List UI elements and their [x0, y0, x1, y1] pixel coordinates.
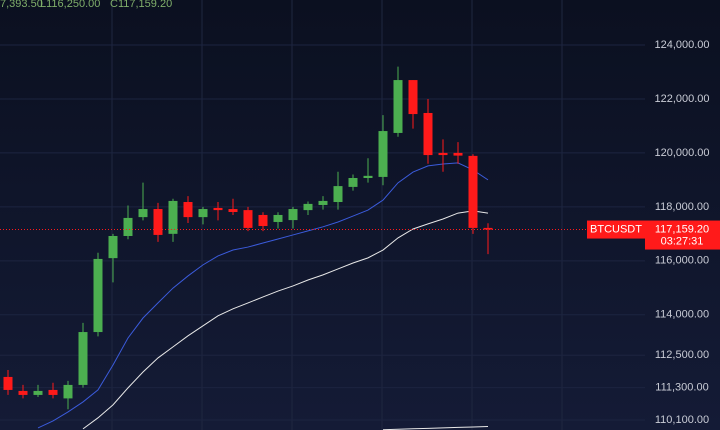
candle-body [33, 390, 43, 395]
y-tick-label: 124,000.00 [654, 39, 709, 51]
candle-body [393, 80, 403, 133]
candle-body [213, 207, 223, 211]
candle-body [303, 203, 313, 211]
y-tick-label: 120,000.00 [654, 147, 709, 159]
candle-body [48, 389, 58, 395]
y-tick-label: 116,000.00 [655, 255, 709, 267]
candle-body [438, 152, 448, 156]
candle-body [78, 332, 88, 385]
candle-body [153, 209, 163, 235]
candle-body [348, 177, 358, 187]
y-tick-label: 122,000.00 [654, 93, 709, 105]
header-open: 7,393.50 [0, 0, 43, 10]
candle-body [198, 209, 208, 218]
candle-body [138, 209, 148, 218]
header-low: L116,250.00 [40, 0, 100, 10]
candle-body [183, 202, 193, 218]
candle-body [243, 210, 253, 228]
symbol-label: BTCUSDT [590, 223, 642, 235]
candle-body [363, 175, 373, 178]
candle-body [273, 214, 283, 222]
y-tick-label: 118,000.00 [655, 201, 709, 213]
header-close: C117,159.20 [110, 0, 172, 10]
candle-body [63, 384, 73, 399]
candle-body [3, 376, 13, 390]
moving-average [82, 210, 489, 430]
candle-body [288, 209, 298, 221]
countdown: 03:27:31 [661, 235, 704, 247]
candle-body [468, 155, 478, 228]
moving-average [37, 162, 489, 429]
candle-body [318, 200, 328, 205]
candle-body [423, 112, 433, 156]
candle-body [408, 80, 418, 115]
y-tick-label: 114,000.00 [655, 309, 709, 321]
moving-average [382, 425, 489, 430]
last-price-label: 117,159.20 [655, 223, 709, 235]
plot [0, 44, 645, 430]
y-tick-label: 112,500.00 [655, 349, 709, 361]
candle-body [483, 227, 493, 230]
candle-body [378, 131, 388, 177]
candle-body [453, 152, 463, 156]
candle-body [258, 214, 268, 227]
y-tick-label: 111,300.00 [655, 382, 708, 394]
y-tick-label: 110,100.00 [655, 414, 709, 426]
candle-body [228, 209, 238, 212]
candle-body [18, 390, 28, 395]
price-box [645, 220, 720, 250]
candle-body [93, 258, 103, 333]
symbol-box [587, 220, 645, 239]
candle-body [108, 236, 118, 259]
candle-body [123, 217, 133, 237]
candle-body [333, 186, 343, 203]
candle-body [168, 200, 178, 234]
